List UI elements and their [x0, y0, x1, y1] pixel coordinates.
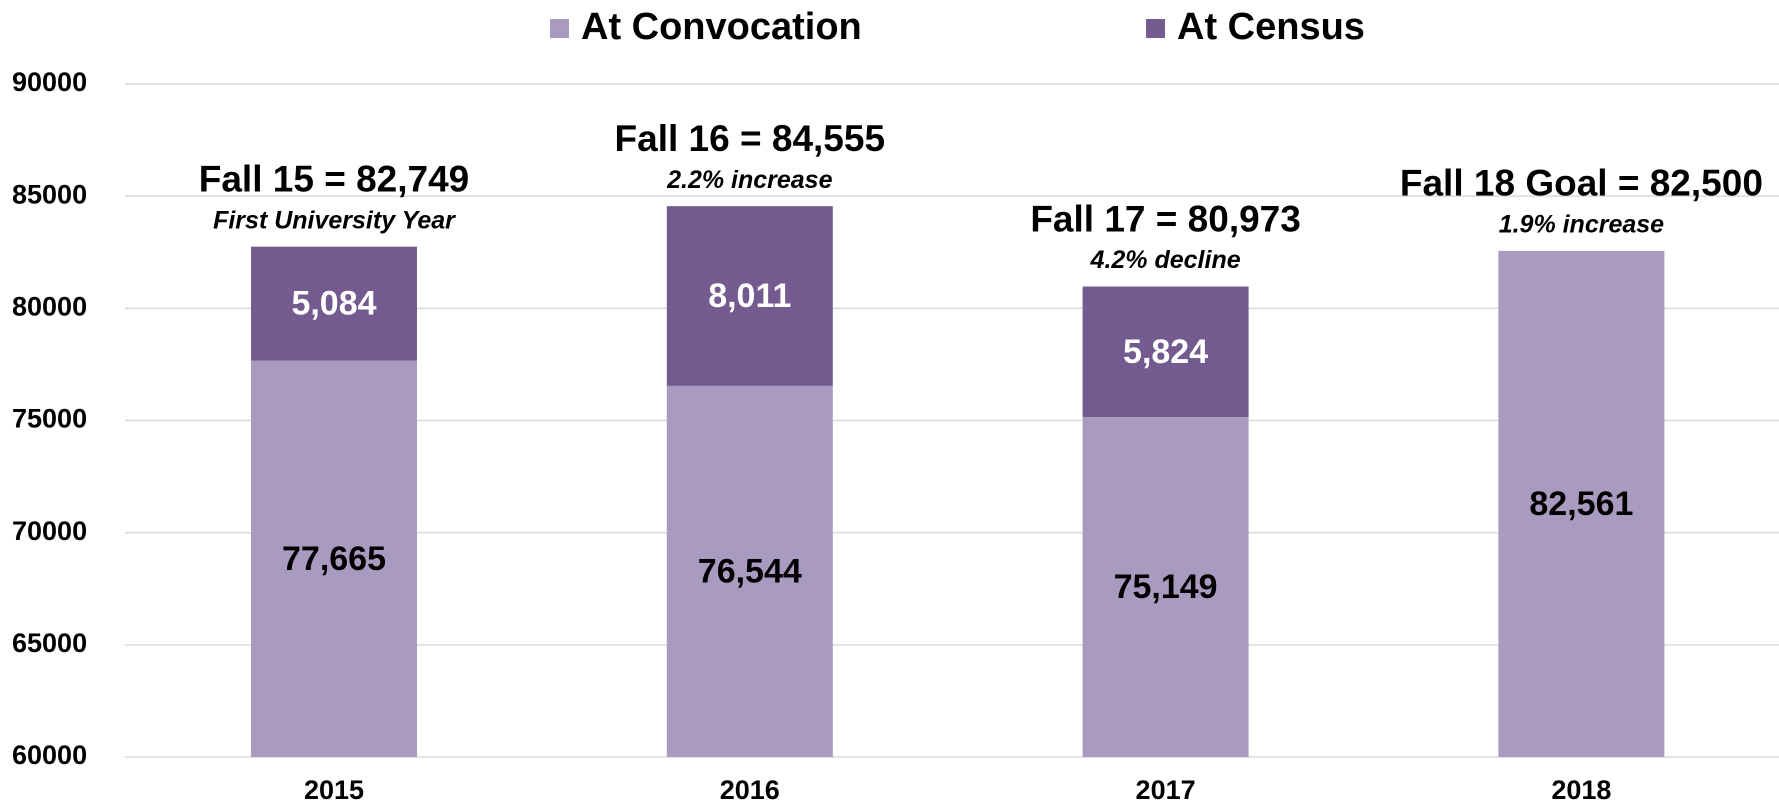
bar-segment [251, 246, 417, 361]
bar-segment [1082, 417, 1249, 757]
bar-segment [666, 206, 833, 386]
legend-label: At Convocation [581, 6, 862, 48]
x-tick-label: 2017 [1136, 775, 1196, 805]
y-tick-label: 75000 [12, 404, 87, 434]
annotation-subtitle: 4.2% decline [1090, 246, 1241, 274]
bar-segment [1082, 286, 1249, 418]
data-label: 5,084 [291, 285, 376, 323]
data-label: 77,665 [282, 540, 386, 578]
bar-segment [666, 385, 833, 757]
data-label: 75,149 [1114, 568, 1218, 606]
annotation-subtitle: 1.9% increase [1499, 210, 1664, 238]
y-tick-label: 60000 [12, 740, 87, 770]
y-tick-label: 65000 [12, 628, 87, 658]
legend-label: At Census [1177, 6, 1365, 48]
bar-segment [1498, 250, 1665, 757]
annotation-subtitle: 2.2% increase [666, 166, 832, 194]
x-tick-label: 2015 [304, 775, 364, 805]
legend-swatch [550, 19, 569, 38]
x-tick-label: 2016 [720, 775, 780, 805]
x-tick-label: 2018 [1551, 775, 1611, 805]
legend-swatch [1146, 19, 1165, 38]
annotation-title: Fall 17 = 80,973 [1030, 198, 1301, 239]
data-label: 82,561 [1529, 485, 1633, 523]
y-tick-label: 85000 [12, 179, 87, 209]
annotation-title: Fall 18 Goal = 82,500 [1400, 163, 1763, 204]
y-tick-label: 80000 [12, 291, 87, 321]
y-tick-label: 70000 [12, 516, 87, 546]
annotation-title: Fall 16 = 84,555 [615, 118, 886, 159]
data-label: 5,824 [1123, 333, 1208, 371]
y-tick-label: 90000 [12, 67, 87, 97]
annotation-subtitle: First University Year [213, 206, 456, 234]
data-label: 76,544 [698, 552, 802, 590]
bar-segment [251, 360, 417, 757]
annotation-title: Fall 15 = 82,749 [199, 158, 470, 199]
data-label: 8,011 [708, 277, 791, 315]
